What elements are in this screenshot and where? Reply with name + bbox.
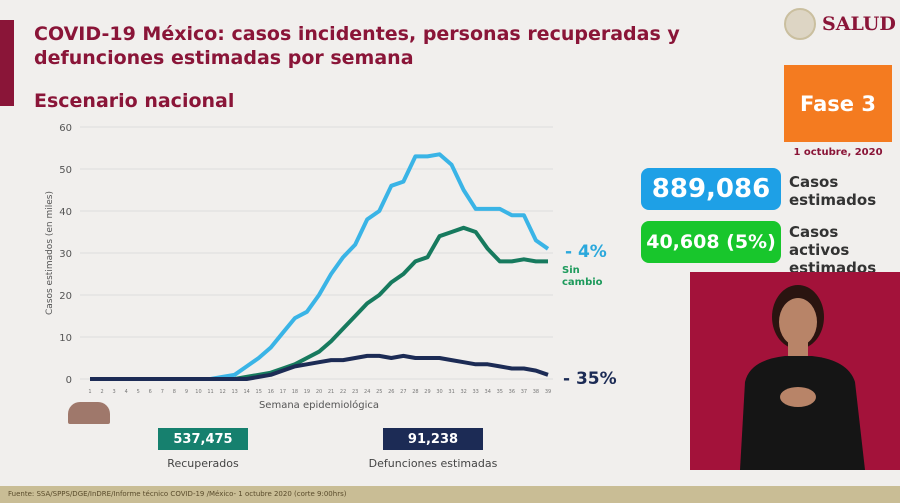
x-tick-label: 3 xyxy=(113,389,116,395)
people-icon xyxy=(68,402,110,424)
x-tick-label: 22 xyxy=(340,389,346,395)
salud-logo: SALUD xyxy=(784,8,896,40)
x-tick-label: 16 xyxy=(268,389,274,395)
x-tick-label: 9 xyxy=(185,389,188,395)
x-tick-label: 39 xyxy=(545,389,551,395)
defunciones-value: 91,238 xyxy=(383,428,483,450)
defunciones-change: - 35% xyxy=(563,369,617,389)
label-line: estimados xyxy=(789,191,877,209)
recuperados-change: Sin cambio xyxy=(562,265,603,288)
label-line: Casos xyxy=(789,173,839,191)
x-tick-label: 33 xyxy=(472,389,478,395)
x-tick-label: 18 xyxy=(292,389,298,395)
casos-activos-label: Casos activos estimados xyxy=(789,223,900,277)
x-tick-label: 6 xyxy=(149,389,152,395)
casos-estimados-label: Casos estimados xyxy=(789,173,876,209)
x-tick-label: 8 xyxy=(173,389,176,395)
interpreter-figure xyxy=(740,285,865,470)
x-tick-label: 17 xyxy=(280,389,286,395)
recuperados-label: Recuperados xyxy=(167,457,239,470)
x-tick-label: 38 xyxy=(533,389,539,395)
y-tick-label: 0 xyxy=(66,375,72,386)
accent-bar xyxy=(0,20,14,106)
x-tick-label: 11 xyxy=(207,389,213,395)
x-tick-label: 12 xyxy=(219,389,225,395)
sign-language-interpreter-video xyxy=(690,272,900,470)
x-tick-label: 20 xyxy=(316,389,322,395)
seal-icon xyxy=(784,8,816,40)
recuperados-line xyxy=(90,225,548,381)
defunciones-label: Defunciones estimadas xyxy=(368,457,498,470)
logo-text: SALUD xyxy=(822,13,896,35)
x-tick-label: 15 xyxy=(256,389,262,395)
x-tick-label: 26 xyxy=(388,389,394,395)
x-tick-label: 31 xyxy=(448,389,454,395)
casos-change: - 4% xyxy=(565,242,607,262)
x-axis-label: Semana epidemiológica xyxy=(259,399,379,411)
y-tick-label: 40 xyxy=(59,207,72,218)
y-tick-label: 50 xyxy=(59,165,72,176)
x-tick-label: 7 xyxy=(161,389,164,395)
x-tick-label: 4 xyxy=(125,389,128,395)
x-tick-label: 10 xyxy=(195,389,201,395)
x-tick-label: 2 xyxy=(100,389,103,395)
x-tick-label: 21 xyxy=(328,389,334,395)
x-tick-label: 35 xyxy=(497,389,503,395)
y-tick-label: 20 xyxy=(59,291,72,302)
x-tick-label: 25 xyxy=(376,389,382,395)
y-tick-label: 30 xyxy=(59,249,72,260)
y-axis-label: Casos estimados (en miles) xyxy=(45,191,55,315)
x-tick-label: 27 xyxy=(400,389,406,395)
label-line: Casos activos xyxy=(789,223,850,259)
x-tick-label: 14 xyxy=(243,389,249,395)
y-tick-label: 10 xyxy=(59,333,72,344)
x-tick-label: 1 xyxy=(88,389,91,395)
source-footer: Fuente: SSA/SPPS/DGE/InDRE/Informe técni… xyxy=(0,486,900,503)
recuperados-value: 537,475 xyxy=(158,428,248,450)
x-tick-label: 30 xyxy=(436,389,442,395)
casos-estimados-value: 889,086 xyxy=(641,168,781,210)
x-tick-label: 34 xyxy=(485,389,491,395)
defunciones-line xyxy=(90,353,549,381)
x-tick-label: 19 xyxy=(304,389,310,395)
x-tick-label: 29 xyxy=(424,389,430,395)
report-date: 1 octubre, 2020 xyxy=(793,147,883,158)
x-tick-label: 5 xyxy=(137,389,140,395)
x-tick-label: 37 xyxy=(521,389,527,395)
x-tick-label: 13 xyxy=(231,389,237,395)
y-tick-label: 60 xyxy=(59,123,72,134)
phase-badge: Fase 3 xyxy=(784,65,892,142)
x-tick-label: 24 xyxy=(364,389,370,395)
page-subtitle: Escenario nacional xyxy=(34,90,235,112)
x-tick-label: 36 xyxy=(509,389,515,395)
casos-activos-value: 40,608 (5%) xyxy=(641,221,781,263)
page-title: COVID-19 México: casos incidentes, perso… xyxy=(34,23,680,69)
x-tick-label: 32 xyxy=(460,389,466,395)
x-tick-label: 28 xyxy=(412,389,418,395)
x-tick-label: 23 xyxy=(352,389,358,395)
casos-line xyxy=(90,152,550,381)
